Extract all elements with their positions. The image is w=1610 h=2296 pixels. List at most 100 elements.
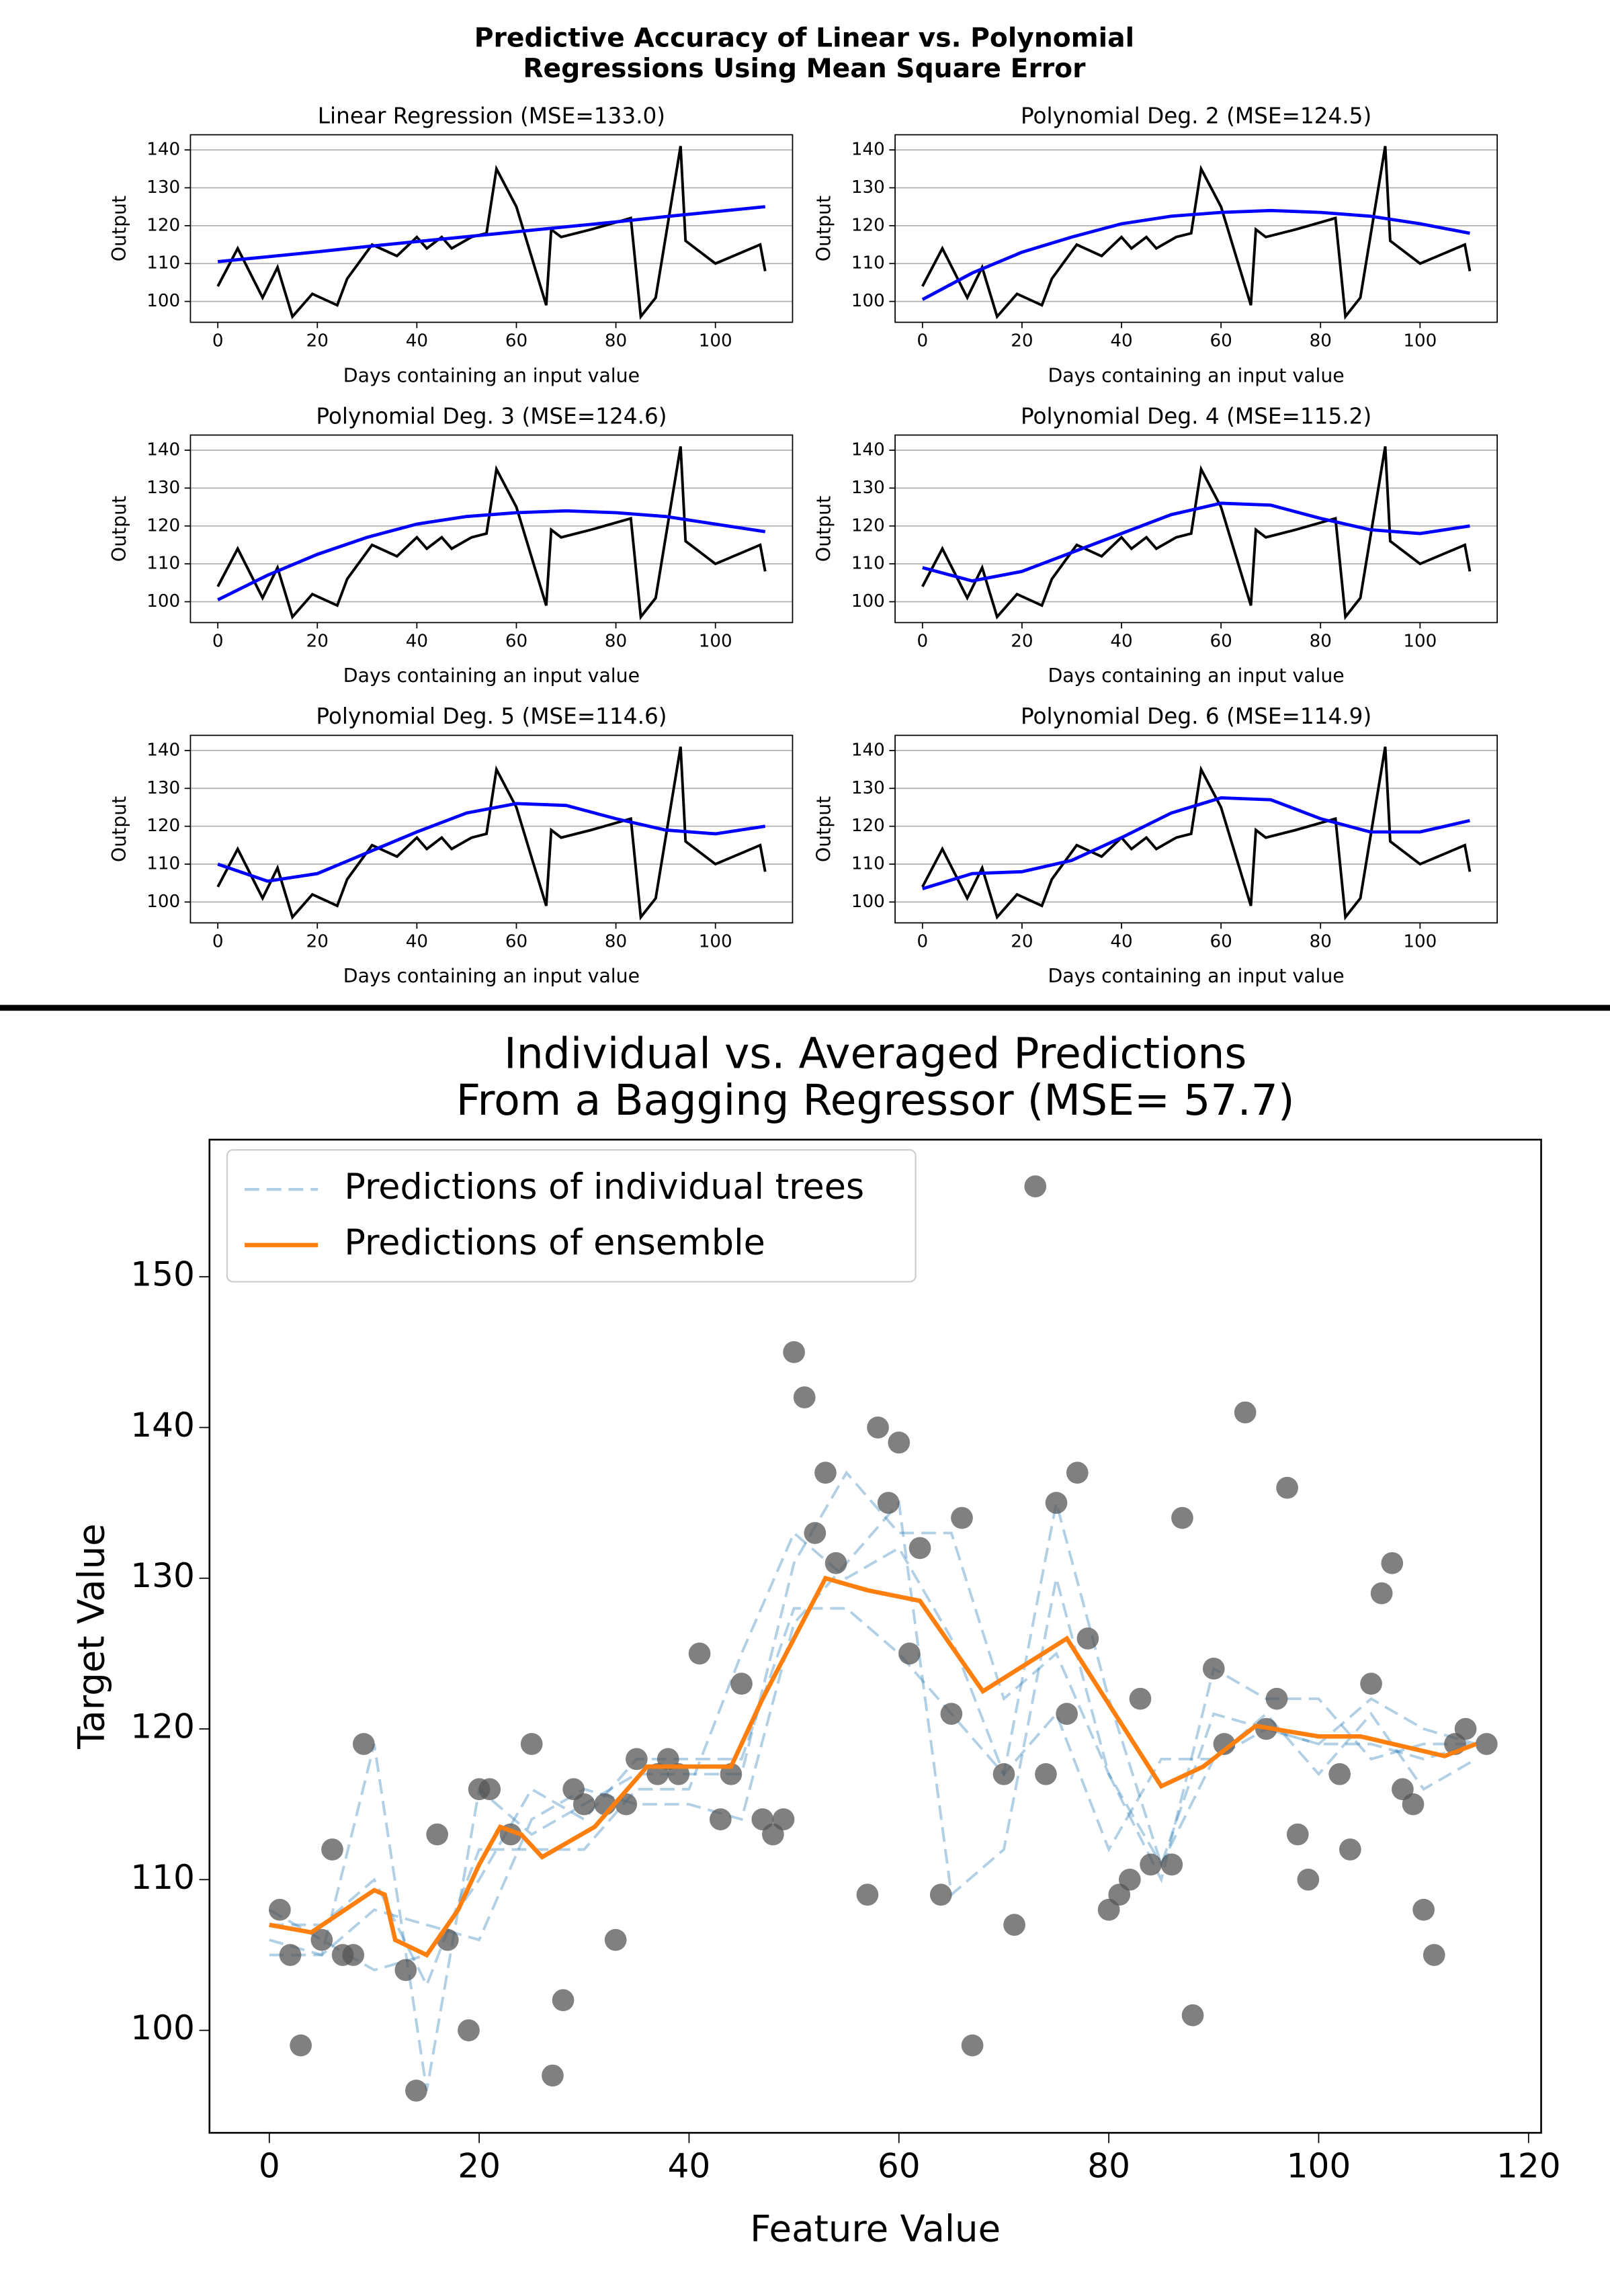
x-axis-label: Days containing an input value (1048, 364, 1344, 386)
data-point (772, 1808, 795, 1830)
data-point (352, 1733, 375, 1755)
x-tick-label: 0 (212, 331, 224, 351)
y-tick-label: 140 (146, 740, 180, 760)
x-tick-label: 100 (1287, 2146, 1351, 2186)
data-point (478, 1778, 501, 1801)
data-point (279, 1944, 302, 1966)
data-point (552, 1989, 575, 2012)
y-tick-label: 140 (851, 440, 885, 460)
x-tick-label: 40 (1110, 931, 1132, 951)
y-tick-label: 110 (146, 554, 180, 574)
x-tick-label: 100 (1403, 931, 1437, 951)
data-point (856, 1883, 879, 1906)
series-line (216, 746, 767, 921)
x-tick-label: 20 (1011, 331, 1033, 351)
data-point (793, 1386, 816, 1408)
y-tick-label: 130 (851, 778, 885, 798)
plot-frame (894, 434, 1498, 624)
data-point (1129, 1687, 1152, 1710)
data-point (1045, 1492, 1068, 1514)
series-line (921, 446, 1472, 621)
data-point (520, 1733, 543, 1755)
series-line (217, 509, 766, 601)
data-point (1035, 1762, 1057, 1785)
x-tick-label: 60 (505, 931, 527, 951)
series-line (217, 205, 765, 263)
data-point (1140, 1853, 1162, 1876)
y-tick-label: 100 (130, 2008, 195, 2047)
x-tick-label: 100 (699, 931, 732, 951)
x-tick-label: 60 (505, 331, 527, 351)
y-tick-label: 120 (146, 515, 180, 536)
data-point (1370, 1582, 1393, 1605)
x-tick-label: 60 (1210, 631, 1232, 651)
data-point (1076, 1627, 1099, 1650)
plot-frame (189, 434, 794, 624)
data-point (604, 1928, 627, 1951)
y-tick-label: 120 (851, 816, 885, 836)
x-tick-label: 40 (1110, 331, 1132, 351)
y-tick-label: 130 (146, 177, 180, 198)
x-tick-label: 0 (917, 931, 928, 951)
x-tick-label: 40 (1110, 631, 1132, 651)
data-point (1475, 1733, 1498, 1755)
data-point (804, 1522, 827, 1544)
y-tick-label: 150 (130, 1255, 195, 1294)
series-line (921, 208, 1470, 301)
y-tick-label: 140 (146, 140, 180, 160)
y-tick-label: 120 (146, 215, 180, 235)
data-point (1024, 1175, 1047, 1197)
subplot-title: Polynomial Deg. 4 (MSE=115.2) (1021, 403, 1371, 429)
tree-line (269, 1470, 1477, 2091)
x-tick-label: 60 (1210, 331, 1232, 351)
chart-title: Individual vs. Averaged Predictions (504, 1028, 1246, 1078)
x-tick-label: 80 (605, 331, 627, 351)
data-point (1360, 1672, 1382, 1695)
x-tick-label: 80 (1310, 931, 1332, 951)
x-tick-label: 20 (458, 2146, 501, 2186)
data-point (929, 1883, 952, 1906)
data-point (269, 1898, 291, 1921)
x-tick-label: 20 (306, 931, 329, 951)
y-tick-label: 120 (130, 1707, 195, 1746)
data-point (814, 1461, 837, 1484)
subplot-title: Polynomial Deg. 5 (MSE=114.6) (316, 704, 667, 729)
subplot-title: Linear Regression (MSE=133.0) (318, 103, 665, 128)
data-point (992, 1762, 1015, 1785)
x-tick-label: 100 (1403, 631, 1437, 651)
x-tick-label: 80 (605, 631, 627, 651)
data-point (951, 1506, 973, 1529)
y-axis-label: Output (812, 496, 835, 562)
y-tick-label: 120 (851, 515, 885, 536)
subplot-title: Polynomial Deg. 3 (MSE=124.6) (316, 403, 667, 429)
y-tick-label: 110 (130, 1857, 195, 1897)
y-tick-label: 130 (851, 478, 885, 498)
y-tick-label: 100 (851, 591, 885, 611)
data-point (1276, 1476, 1298, 1499)
y-tick-label: 130 (146, 478, 180, 498)
data-point (426, 1823, 448, 1846)
data-point (310, 1928, 333, 1951)
y-axis-label: Output (108, 496, 130, 562)
data-point (321, 1838, 343, 1861)
y-tick-label: 110 (146, 253, 180, 273)
y-axis-label: Output (108, 796, 130, 862)
x-tick-label: 120 (1496, 2146, 1561, 2186)
x-tick-label: 0 (259, 2146, 280, 2186)
data-point (1234, 1401, 1257, 1424)
data-point (458, 2019, 480, 2041)
y-tick-label: 120 (851, 215, 885, 235)
data-point (1171, 1506, 1193, 1529)
x-tick-label: 100 (699, 631, 732, 651)
data-point (1213, 1733, 1236, 1755)
x-tick-label: 20 (1011, 631, 1033, 651)
subplot-title: Polynomial Deg. 2 (MSE=124.5) (1021, 103, 1371, 128)
legend-box (226, 1149, 917, 1283)
y-axis-label: Target Value (70, 1523, 113, 1750)
legend-label: Predictions of individual trees (344, 1166, 864, 1207)
data-point (730, 1672, 753, 1695)
y-tick-label: 100 (146, 291, 180, 311)
y-tick-label: 100 (146, 591, 180, 611)
x-tick-label: 40 (668, 2146, 711, 2186)
data-point (394, 1959, 417, 1982)
